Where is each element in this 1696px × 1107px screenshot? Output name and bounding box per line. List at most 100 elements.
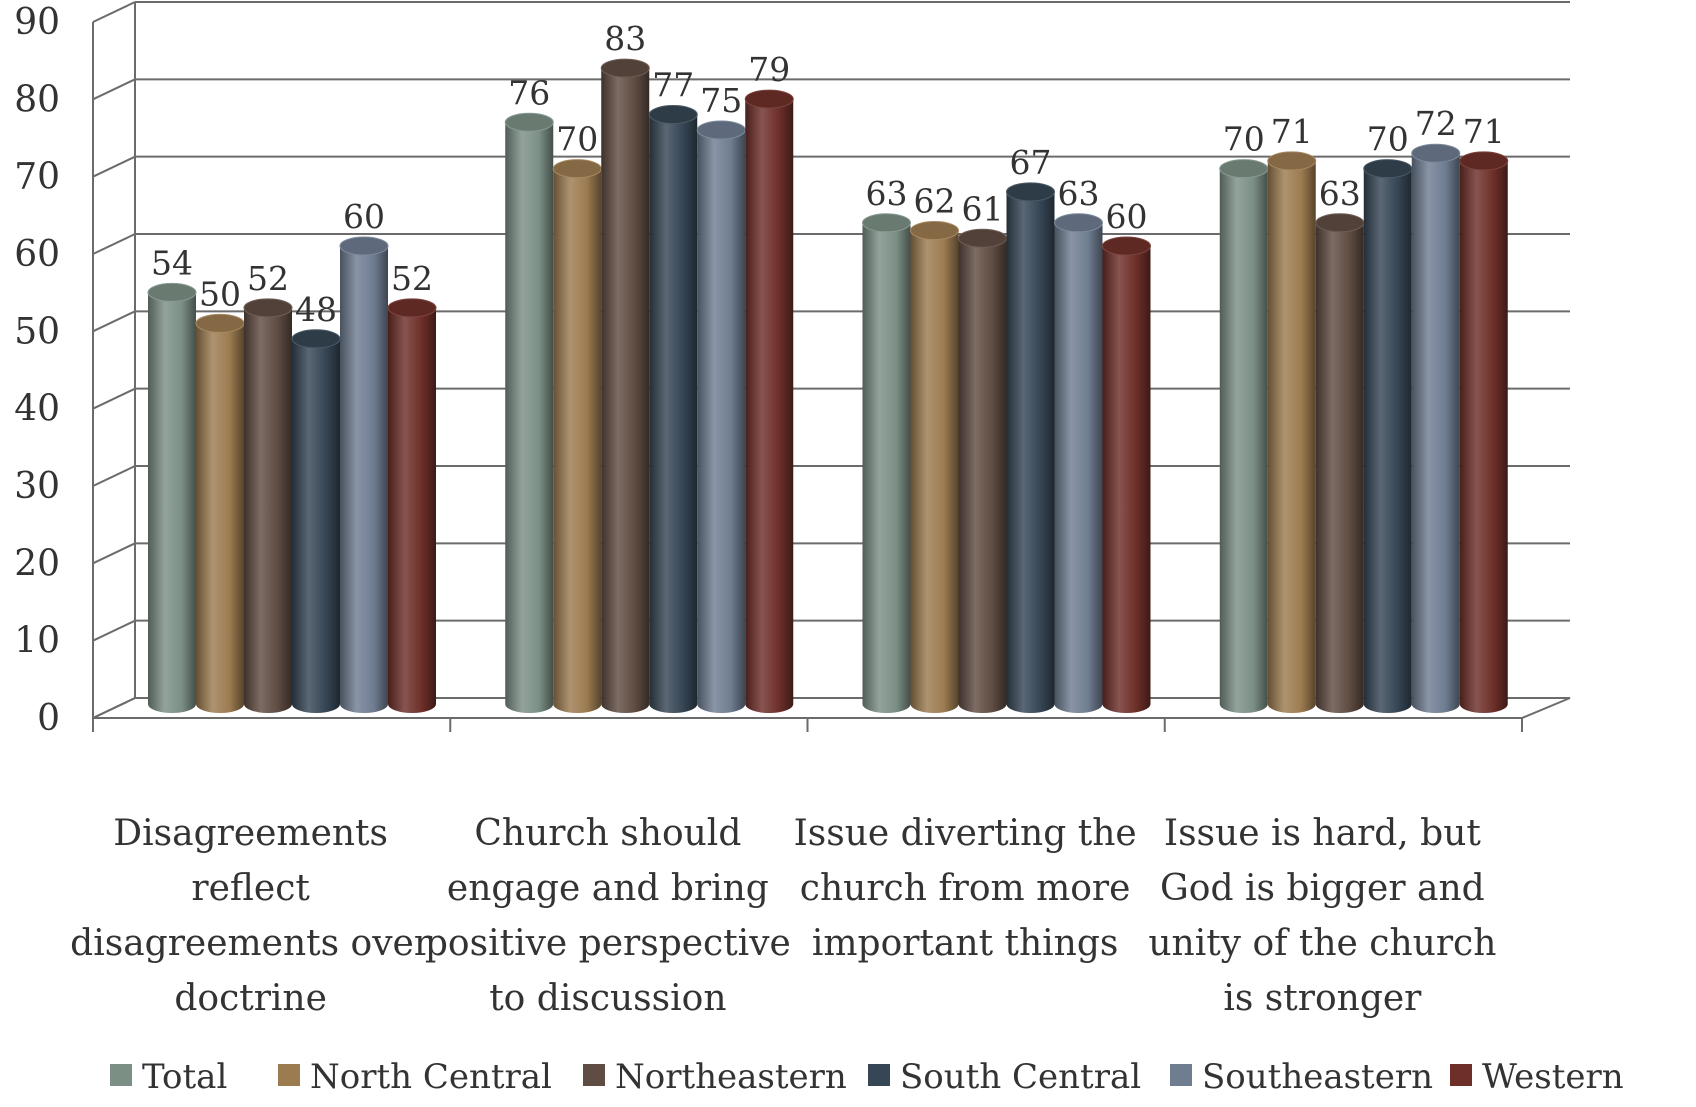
bar-top <box>1006 182 1055 202</box>
y-tick-label: 20 <box>14 543 60 584</box>
bar-body <box>910 230 959 714</box>
bar-top <box>243 298 293 318</box>
data-label: 48 <box>295 290 337 329</box>
data-label: 61 <box>962 189 1004 228</box>
data-label: 79 <box>748 50 790 89</box>
data-label: 63 <box>1058 174 1100 213</box>
side-gridline <box>92 155 136 178</box>
bar-top <box>1363 159 1413 179</box>
bar <box>1102 236 1151 713</box>
x-tick-label: Issue is hard, but God is bigger and unity… <box>1148 813 1496 1019</box>
legend-swatch <box>868 1064 890 1086</box>
bar-body <box>244 307 292 713</box>
data-label: 60 <box>1106 197 1148 236</box>
x-tick-label: Disagreements reflect disagreements over do… <box>70 813 432 1019</box>
bar-body <box>1363 168 1412 713</box>
y-tick-label: 90 <box>14 2 60 43</box>
legend-label: Northeastern <box>615 1057 847 1097</box>
bar-top <box>1219 159 1269 179</box>
bar-body <box>148 292 196 713</box>
bar <box>339 236 389 713</box>
x-tick-label: Church should engage and bring positive pe… <box>425 813 791 1019</box>
legend-swatch <box>278 1064 300 1086</box>
data-label: 71 <box>1271 112 1313 151</box>
bar <box>1054 213 1103 714</box>
bar-body <box>196 323 244 713</box>
bar <box>387 298 437 713</box>
bar-top <box>387 298 437 318</box>
legend-swatch <box>110 1064 132 1086</box>
data-label: 75 <box>700 81 742 120</box>
data-label: 52 <box>391 259 433 298</box>
bar-body <box>601 68 650 714</box>
data-label: 54 <box>151 243 193 282</box>
data-label: 70 <box>1223 120 1265 159</box>
y-tick-label: 50 <box>14 311 60 352</box>
bar-top <box>600 58 650 78</box>
side-gridline <box>92 78 136 101</box>
bar-body <box>1459 160 1508 713</box>
y-tick-label: 10 <box>14 621 60 662</box>
bar-top <box>552 159 602 179</box>
bar-top <box>1054 213 1103 233</box>
data-label: 70 <box>1367 120 1409 159</box>
bar-body <box>1219 168 1268 713</box>
bar <box>1315 213 1365 714</box>
legend-swatch <box>583 1064 605 1086</box>
data-label: 70 <box>556 120 598 159</box>
chart-floor <box>92 697 1571 719</box>
bar-top <box>1315 213 1365 233</box>
x-tick-label: Issue diverting the church from more impor… <box>794 813 1137 964</box>
data-label: 67 <box>1010 143 1052 182</box>
y-tick-label: 60 <box>14 234 60 275</box>
bar <box>1459 151 1509 713</box>
x-axis: Disagreements reflect disagreements over do… <box>70 718 1523 1019</box>
data-label: 63 <box>866 174 908 213</box>
bar-top <box>958 228 1007 248</box>
bar-top <box>147 282 197 302</box>
data-label: 60 <box>343 197 385 236</box>
data-label: 63 <box>1319 174 1361 213</box>
data-label: 72 <box>1415 104 1457 143</box>
bar-top <box>1411 143 1461 163</box>
bar <box>862 213 911 714</box>
bar-top <box>696 120 746 140</box>
bar-top <box>195 313 245 333</box>
bar-body <box>958 238 1007 713</box>
bar-body <box>553 168 602 713</box>
bar <box>696 120 746 713</box>
side-gridline <box>92 1 136 23</box>
legend: Total North Central Northeastern South Cent… <box>110 1057 1624 1097</box>
bar-top <box>291 329 341 349</box>
bar <box>147 282 197 713</box>
bar-top <box>339 236 389 256</box>
data-label: 77 <box>652 66 694 105</box>
y-tick-label: 0 <box>37 698 60 739</box>
legend-item: North Central <box>278 1057 552 1097</box>
legend-label: South Central <box>900 1057 1141 1097</box>
y-tick-label: 40 <box>14 389 60 430</box>
legend-label: Southeastern <box>1202 1057 1433 1097</box>
side-gridline <box>92 387 136 410</box>
bar-body <box>1267 160 1316 713</box>
bar-top <box>1459 151 1509 171</box>
side-gridline <box>92 465 136 487</box>
bar-body <box>745 99 794 714</box>
bar-body <box>292 338 340 713</box>
bar-top <box>744 89 794 109</box>
bar-body <box>388 307 436 713</box>
data-label: 62 <box>914 182 956 221</box>
bar <box>1363 159 1413 713</box>
bar <box>552 159 602 713</box>
bar <box>291 329 341 713</box>
data-label: 71 <box>1463 112 1505 151</box>
bar-body <box>1006 191 1055 713</box>
bar <box>1006 182 1055 713</box>
legend-label: Western <box>1482 1057 1624 1097</box>
bar <box>243 298 293 713</box>
bar-body <box>1102 246 1151 713</box>
bar <box>1219 159 1269 713</box>
bar <box>1267 151 1317 713</box>
y-axis: 0 10 20 30 40 50 60 70 80 90 <box>14 2 94 739</box>
